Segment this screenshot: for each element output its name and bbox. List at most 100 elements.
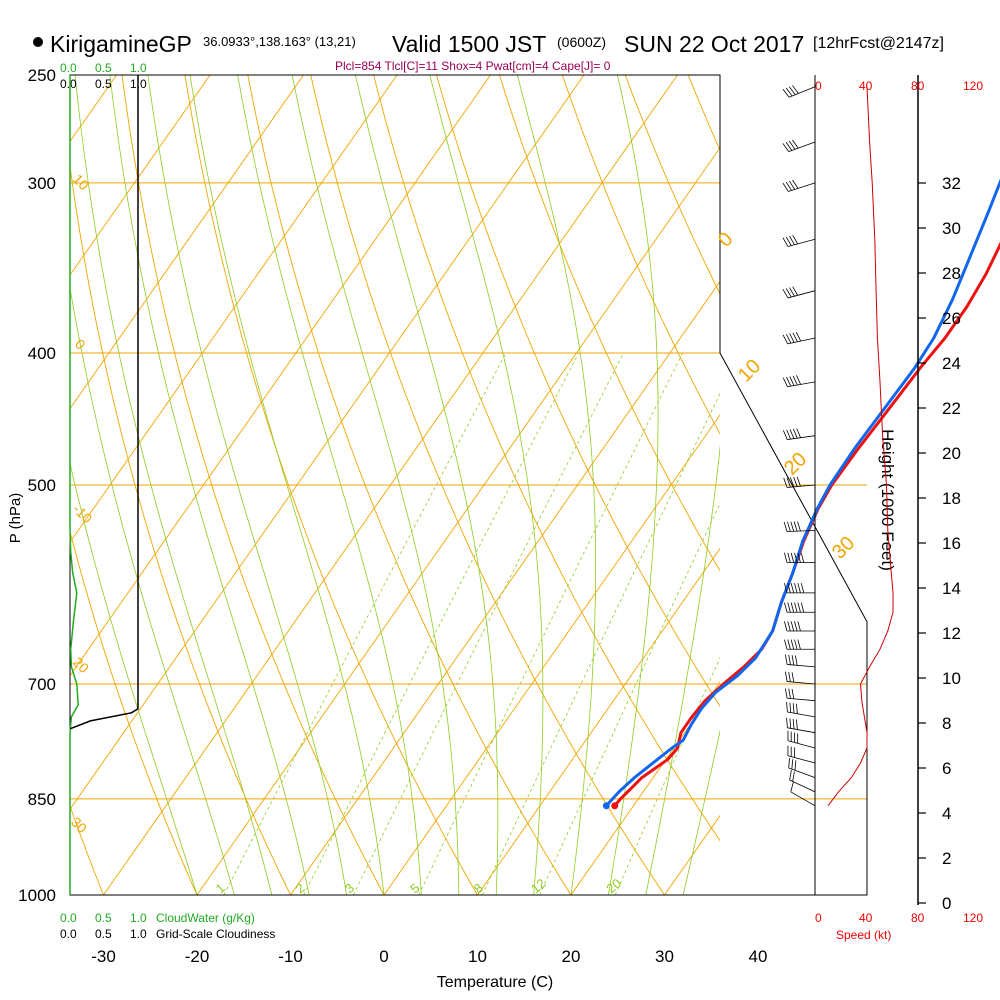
dry-adiabat: [373, 75, 720, 842]
cloudiness-scale-bottom: 0.0: [60, 927, 77, 941]
wind-barb-icon: [784, 671, 816, 685]
cloudwater-scale-bottom: 0.0: [60, 911, 77, 925]
wind-barb-shaft: [787, 530, 816, 532]
wind-barb-flag: [787, 552, 791, 563]
wind-barb-flag: [784, 602, 788, 613]
wind-barb-icon: [782, 234, 816, 247]
wind-barb-flag: [793, 477, 798, 487]
wind-barb-flag: [787, 621, 791, 632]
wind-barb-flag: [790, 621, 795, 632]
isotherm-label: 10: [734, 355, 765, 386]
wind-barb-flag: [788, 671, 791, 682]
wind-barb-flag: [789, 287, 795, 297]
wind-barb-flag: [783, 477, 788, 488]
dry-adiabat: [310, 75, 665, 895]
wind-barb-flag: [788, 86, 796, 95]
mixing-ratio-line: [539, 502, 720, 895]
speed-scale-bottom: 120: [963, 911, 983, 925]
wind-barb-flag: [786, 717, 788, 728]
wind-barb-flag: [792, 332, 798, 342]
wind-barb-icon: [782, 179, 816, 192]
wind-barb-flag: [791, 759, 794, 770]
wind-barb-flag: [791, 655, 795, 666]
dry-adiabat: [989, 51, 1000, 895]
dewpoint-surface-marker: [602, 802, 610, 810]
moist-adiabat: [147, 75, 347, 895]
isotherm-line: [70, 75, 211, 276]
isotherm-line: [852, 75, 1000, 895]
cloudwater-scale-top: 1.0: [130, 61, 147, 75]
height-tick-label: 32: [942, 174, 961, 193]
wind-barb-icon: [784, 654, 816, 668]
mixing-ratio-line: [223, 352, 507, 895]
wind-barb-flag: [792, 428, 798, 439]
plot-grid: [70, 51, 1000, 895]
cloudiness-scale-top: 0.0: [60, 77, 77, 91]
speed-scale-top: 0: [815, 79, 822, 93]
height-tick-label: 12: [942, 624, 961, 643]
wind-barb-shaft: [787, 755, 816, 764]
wind-barb-flag: [787, 639, 791, 650]
wind-speed-line: [827, 86, 894, 807]
wind-barb-flag: [794, 760, 797, 771]
wind-barb-icon: [784, 621, 815, 632]
wind-barb-flag: [784, 654, 788, 665]
cloudwater-line: [69, 75, 79, 895]
pressure-tick-label: 850: [28, 790, 56, 809]
valid-time: Valid 1500 JST: [392, 31, 546, 57]
wind-barb-flag: [796, 703, 798, 714]
height-tick-label: 10: [942, 669, 961, 688]
wind-barb-flag: [792, 718, 795, 730]
wind-barb-icon: [783, 476, 816, 488]
cloudiness-line: [69, 75, 139, 730]
wind-barb-flag: [782, 430, 788, 440]
wind-barb-flag: [792, 703, 795, 714]
temperature-tick-label: 30: [655, 947, 674, 966]
wind-barb-shaft: [787, 238, 816, 247]
wind-barb-shaft: [787, 711, 816, 718]
wind-barb-flag: [792, 139, 799, 149]
mixing-ratio-label: 2: [292, 880, 307, 896]
wind-barb-flag: [784, 671, 788, 682]
cloudwater-scale-top: 0.5: [95, 61, 112, 75]
wind-barb-flag: [794, 602, 798, 613]
wind-barb-flag: [791, 672, 795, 683]
wind-barb-flag: [790, 782, 794, 792]
dry-adiabat: [561, 75, 720, 435]
wind-barb-flag: [789, 376, 795, 386]
height-tick-label: 6: [942, 759, 951, 778]
height-tick-label: 28: [942, 264, 961, 283]
wind-barb-icon: [784, 552, 815, 563]
wind-barb-flag: [788, 654, 791, 665]
cloudiness-label: Grid-Scale Cloudiness: [156, 927, 275, 941]
wind-barb-flag: [786, 429, 791, 440]
temperature-surface-marker: [611, 802, 619, 810]
wind-barb-shaft: [787, 681, 816, 685]
wind-barb-flag: [791, 688, 795, 699]
temperature-tick-label: -10: [278, 947, 303, 966]
dry-adiabat-label: 0: [72, 336, 89, 353]
wind-barb-shaft: [788, 141, 816, 152]
dry-adiabat: [70, 804, 104, 895]
wind-barb-shaft: [787, 664, 816, 668]
dry-adiabat: [121, 75, 385, 895]
moist-adiabat: [608, 75, 659, 895]
pressure-tick-label: 700: [28, 675, 56, 694]
wind-barb-flag: [797, 639, 801, 650]
cloudiness-scale-bottom: 1.0: [130, 927, 147, 941]
wind-barb-icon: [782, 286, 816, 299]
cloudwater-scale-bottom: 0.5: [95, 911, 112, 925]
moist-adiabat: [291, 75, 460, 895]
height-tick-label: 30: [942, 219, 961, 238]
wind-barb-flag: [786, 334, 792, 344]
speed-label: Speed (kt): [836, 928, 891, 942]
wind-barb-flag: [784, 688, 788, 699]
wind-barb-icon: [789, 770, 816, 793]
dry-adiabat: [247, 75, 572, 895]
wind-barb-shaft: [790, 791, 816, 807]
mixing-ratio-label: 8: [471, 880, 486, 896]
wind-barb-icon: [784, 639, 815, 650]
wind-barb-flag: [797, 521, 801, 532]
wind-barb-flag: [795, 655, 798, 666]
